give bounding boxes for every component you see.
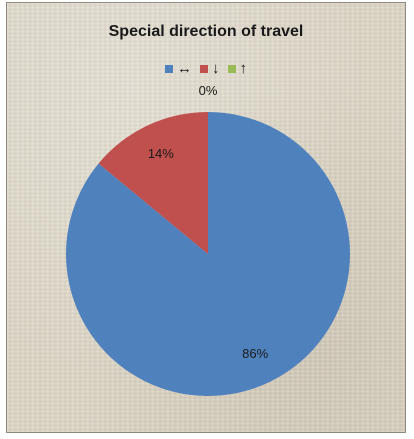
chart-area: Special direction of travel ↔ ↓ ↑ 86% 14%… xyxy=(6,2,406,433)
data-label-horizontal: 86% xyxy=(242,346,268,361)
data-label-up: 0% xyxy=(199,83,218,98)
legend-swatch-up xyxy=(227,64,236,73)
legend-item-down: ↓ xyxy=(200,60,220,77)
legend-label-horizontal: ↔ xyxy=(177,60,192,77)
legend-label-up: ↑ xyxy=(239,60,248,77)
legend-swatch-horizontal xyxy=(165,64,173,73)
chart-title: Special direction of travel xyxy=(108,23,304,40)
legend-swatch-down xyxy=(200,64,208,73)
legend-item-up: ↑ xyxy=(227,60,248,77)
pie-chart: 86% 14% 0% xyxy=(65,83,351,396)
legend-label-down: ↓ xyxy=(212,60,220,77)
data-label-down: 14% xyxy=(148,146,174,161)
legend-item-horizontal: ↔ xyxy=(165,60,192,77)
slice-down xyxy=(98,112,208,254)
chart-legend: ↔ ↓ ↑ xyxy=(7,60,405,77)
